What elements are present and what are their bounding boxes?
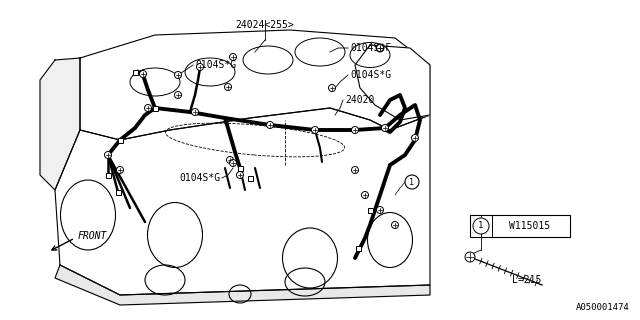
Circle shape xyxy=(175,92,182,99)
Text: 24020: 24020 xyxy=(345,95,374,105)
Circle shape xyxy=(405,175,419,189)
Polygon shape xyxy=(355,45,430,120)
Circle shape xyxy=(145,105,152,111)
Circle shape xyxy=(191,108,198,116)
Circle shape xyxy=(227,156,234,164)
Bar xyxy=(132,69,138,75)
Bar xyxy=(367,207,372,212)
Circle shape xyxy=(230,159,237,166)
Bar xyxy=(115,189,120,195)
Polygon shape xyxy=(55,108,430,295)
Text: FRONT: FRONT xyxy=(78,231,108,241)
Circle shape xyxy=(412,134,419,141)
Text: A050001474: A050001474 xyxy=(576,303,630,313)
Text: 1: 1 xyxy=(410,178,415,187)
Text: 0104S*G: 0104S*G xyxy=(350,70,391,80)
Circle shape xyxy=(230,53,237,60)
Circle shape xyxy=(225,84,232,91)
Circle shape xyxy=(104,151,111,158)
Bar xyxy=(355,245,360,251)
Circle shape xyxy=(376,44,383,52)
Bar xyxy=(106,172,111,178)
Circle shape xyxy=(465,252,475,262)
Text: 0104S*F: 0104S*F xyxy=(350,43,391,53)
Bar xyxy=(470,215,570,237)
Circle shape xyxy=(175,71,182,78)
Circle shape xyxy=(392,221,399,228)
Circle shape xyxy=(351,126,358,133)
Polygon shape xyxy=(40,58,80,190)
Circle shape xyxy=(328,84,335,92)
Circle shape xyxy=(266,122,273,129)
Text: 24024<255>: 24024<255> xyxy=(236,20,294,30)
Bar xyxy=(118,138,122,142)
Circle shape xyxy=(376,44,384,52)
Circle shape xyxy=(473,218,489,234)
Text: 0104S*G: 0104S*G xyxy=(179,173,220,183)
Circle shape xyxy=(116,166,124,173)
Text: L=215: L=215 xyxy=(512,275,541,285)
Circle shape xyxy=(362,191,369,198)
Circle shape xyxy=(237,172,243,179)
Circle shape xyxy=(312,126,319,133)
Text: 0104S*G: 0104S*G xyxy=(195,60,236,70)
Circle shape xyxy=(140,70,147,77)
Text: 1: 1 xyxy=(478,221,484,230)
Bar xyxy=(248,175,253,180)
Circle shape xyxy=(381,124,388,132)
Text: W115015: W115015 xyxy=(509,221,550,231)
Bar xyxy=(152,106,157,110)
Polygon shape xyxy=(55,265,430,305)
Bar xyxy=(237,165,243,171)
Polygon shape xyxy=(80,30,430,140)
Circle shape xyxy=(351,166,358,173)
Circle shape xyxy=(376,206,383,213)
Circle shape xyxy=(196,63,204,70)
